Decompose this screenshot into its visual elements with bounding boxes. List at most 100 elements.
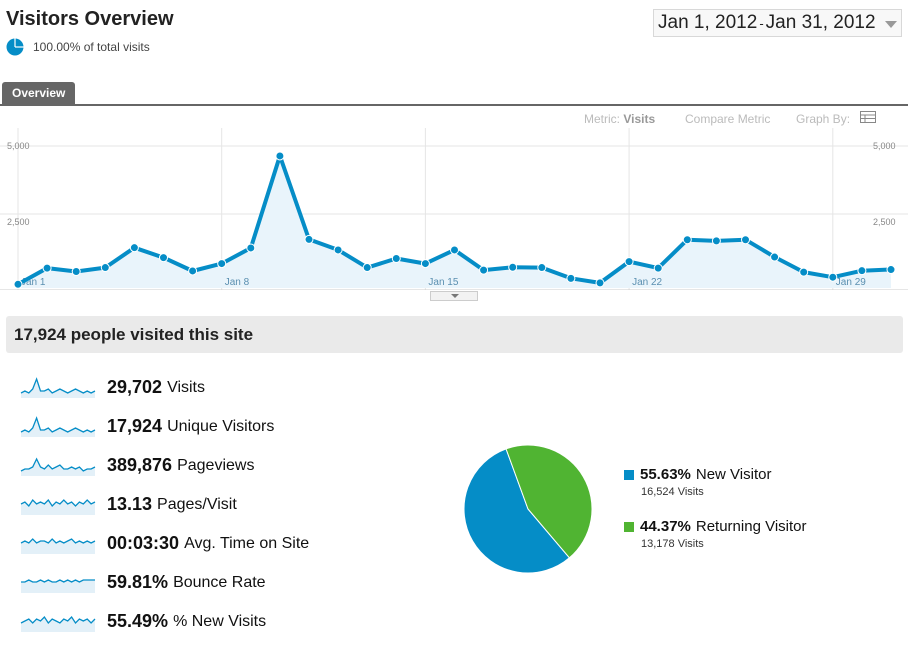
data-point[interactable] xyxy=(799,267,809,277)
metric-label: Visits xyxy=(167,378,205,396)
metric-row-pageviews[interactable]: 389,876 Pageviews xyxy=(20,446,309,485)
metric-label: Pages/Visit xyxy=(157,495,237,513)
metric-row-unique-visitors[interactable]: 17,924 Unique Visitors xyxy=(20,407,309,446)
data-point[interactable] xyxy=(13,279,23,289)
data-point[interactable] xyxy=(100,263,110,273)
metric-label: Bounce Rate xyxy=(173,573,266,591)
sparkline-line xyxy=(20,415,96,433)
visitor-type-pie-chart xyxy=(463,444,593,574)
data-point[interactable] xyxy=(159,253,168,263)
sparkline-area xyxy=(21,417,95,437)
sparkline-line xyxy=(20,537,96,544)
chevron-down-icon[interactable] xyxy=(885,21,897,28)
data-point[interactable] xyxy=(537,263,547,273)
legend-count: 13,178 Visits xyxy=(641,538,704,550)
data-point[interactable] xyxy=(129,243,139,253)
data-point[interactable] xyxy=(653,263,663,273)
data-point[interactable] xyxy=(857,266,867,276)
metric-row-visits[interactable]: 29,702 Visits xyxy=(20,368,309,407)
data-point[interactable] xyxy=(217,259,227,269)
collapse-chart-button[interactable] xyxy=(430,291,478,301)
sparkline-area xyxy=(21,538,95,554)
y-tick-label-left-5000: 5,000 xyxy=(7,141,30,151)
metric-value: 55.49% xyxy=(107,611,169,631)
sparkline-area xyxy=(21,378,95,398)
legend-name: Returning Visitor xyxy=(695,518,807,535)
summary-headline: 17,924 people visited this site xyxy=(6,316,903,353)
data-point[interactable] xyxy=(362,263,372,273)
page-title: Visitors Overview xyxy=(6,8,174,30)
x-tick-label: Jan 29 xyxy=(836,277,866,288)
sparkline xyxy=(20,457,96,476)
tab-overview[interactable]: Overview xyxy=(2,82,76,104)
metric-row-pages-per-visit[interactable]: 13.13 Pages/Visit xyxy=(20,485,309,524)
sparkline xyxy=(20,615,96,632)
sparkline-area xyxy=(21,499,95,515)
data-point[interactable] xyxy=(741,235,750,245)
data-point[interactable] xyxy=(275,151,285,161)
sparkline-line xyxy=(21,578,95,583)
metric-label: Unique Visitors xyxy=(167,417,275,435)
metric-selector[interactable]: Metric: Visits xyxy=(584,112,655,126)
sparkline xyxy=(21,578,95,593)
data-point[interactable] xyxy=(333,245,343,255)
data-point[interactable] xyxy=(682,235,692,245)
pie-slice-new-visitor[interactable] xyxy=(463,448,571,574)
segment-indicator[interactable]: 100.00% of total visits xyxy=(6,38,150,56)
data-point[interactable] xyxy=(188,266,198,276)
data-point[interactable] xyxy=(828,272,838,282)
x-tick-label: Jan 15 xyxy=(428,277,458,288)
data-points xyxy=(13,151,896,289)
sparkline-area xyxy=(21,458,95,476)
visits-line-chart: 5,000 2,500 5,000 2,500 Jan 1 Jan 8 Jan 15… xyxy=(0,128,908,290)
data-point[interactable] xyxy=(508,262,518,272)
pie-slice-returning-visitor[interactable] xyxy=(505,444,593,559)
metric-row-avg-time[interactable]: 00:03:30 Avg. Time on Site xyxy=(20,524,309,563)
data-point[interactable] xyxy=(42,263,52,273)
sparkline-line xyxy=(20,376,96,394)
table-icon[interactable] xyxy=(860,111,876,123)
x-tick-label: Jan 8 xyxy=(225,277,250,288)
data-point[interactable] xyxy=(304,234,314,244)
sparkline-line xyxy=(20,457,96,472)
metric-row-bounce-rate[interactable]: 59.81% Bounce Rate xyxy=(20,563,309,602)
date-range-picker[interactable]: Jan 1, 2012 - Jan 31, 2012 xyxy=(653,9,902,37)
data-point[interactable] xyxy=(595,278,605,288)
metric-value: 13.13 xyxy=(107,494,153,514)
data-point[interactable] xyxy=(71,267,81,277)
data-point[interactable] xyxy=(391,253,401,263)
data-point[interactable] xyxy=(624,257,634,267)
data-point[interactable] xyxy=(246,243,256,253)
data-point[interactable] xyxy=(450,245,459,255)
data-point[interactable] xyxy=(886,265,896,275)
legend-percent: 55.63% xyxy=(640,466,691,483)
data-point[interactable] xyxy=(566,273,576,283)
y-tick-label-right-5000: 5,000 xyxy=(873,141,896,151)
metric-label: Pageviews xyxy=(177,456,255,474)
y-tick-label-right-2500: 2,500 xyxy=(873,217,896,227)
metric-value: 00:03:30 xyxy=(107,533,180,553)
metric-value: 389,876 xyxy=(107,455,173,475)
metric-value: Visits xyxy=(623,112,656,126)
legend-swatch xyxy=(624,521,634,532)
x-tick-label: Jan 22 xyxy=(632,277,662,288)
sparkline xyxy=(20,498,96,515)
data-point[interactable] xyxy=(770,252,780,262)
date-start: Jan 1, 2012 xyxy=(658,12,758,33)
compare-metric-link[interactable]: Compare Metric xyxy=(685,112,771,126)
data-point[interactable] xyxy=(479,265,489,275)
legend-new-visitor: 55.63% New Visitor 16,524 Visits xyxy=(624,466,771,498)
metric-value: 29,702 xyxy=(107,377,163,397)
data-point[interactable] xyxy=(420,259,430,269)
x-tick-labels: Jan 1 Jan 8 Jan 15 Jan 22 Jan 29 xyxy=(21,277,866,288)
data-point[interactable] xyxy=(711,236,721,246)
metric-label: % New Visits xyxy=(173,612,267,630)
segment-pie-icon xyxy=(6,38,24,56)
y-tick-label-left-2500: 2,500 xyxy=(7,217,30,227)
visits-area-fill xyxy=(18,155,891,288)
sparkline-line xyxy=(20,498,96,507)
legend-returning-visitor: 44.37% Returning Visitor 13,178 Visits xyxy=(624,518,807,550)
tab-bar: Overview xyxy=(0,82,908,106)
metric-prefix: Metric: xyxy=(584,112,624,126)
metric-row-new-visits[interactable]: 55.49% % New Visits xyxy=(20,602,309,641)
